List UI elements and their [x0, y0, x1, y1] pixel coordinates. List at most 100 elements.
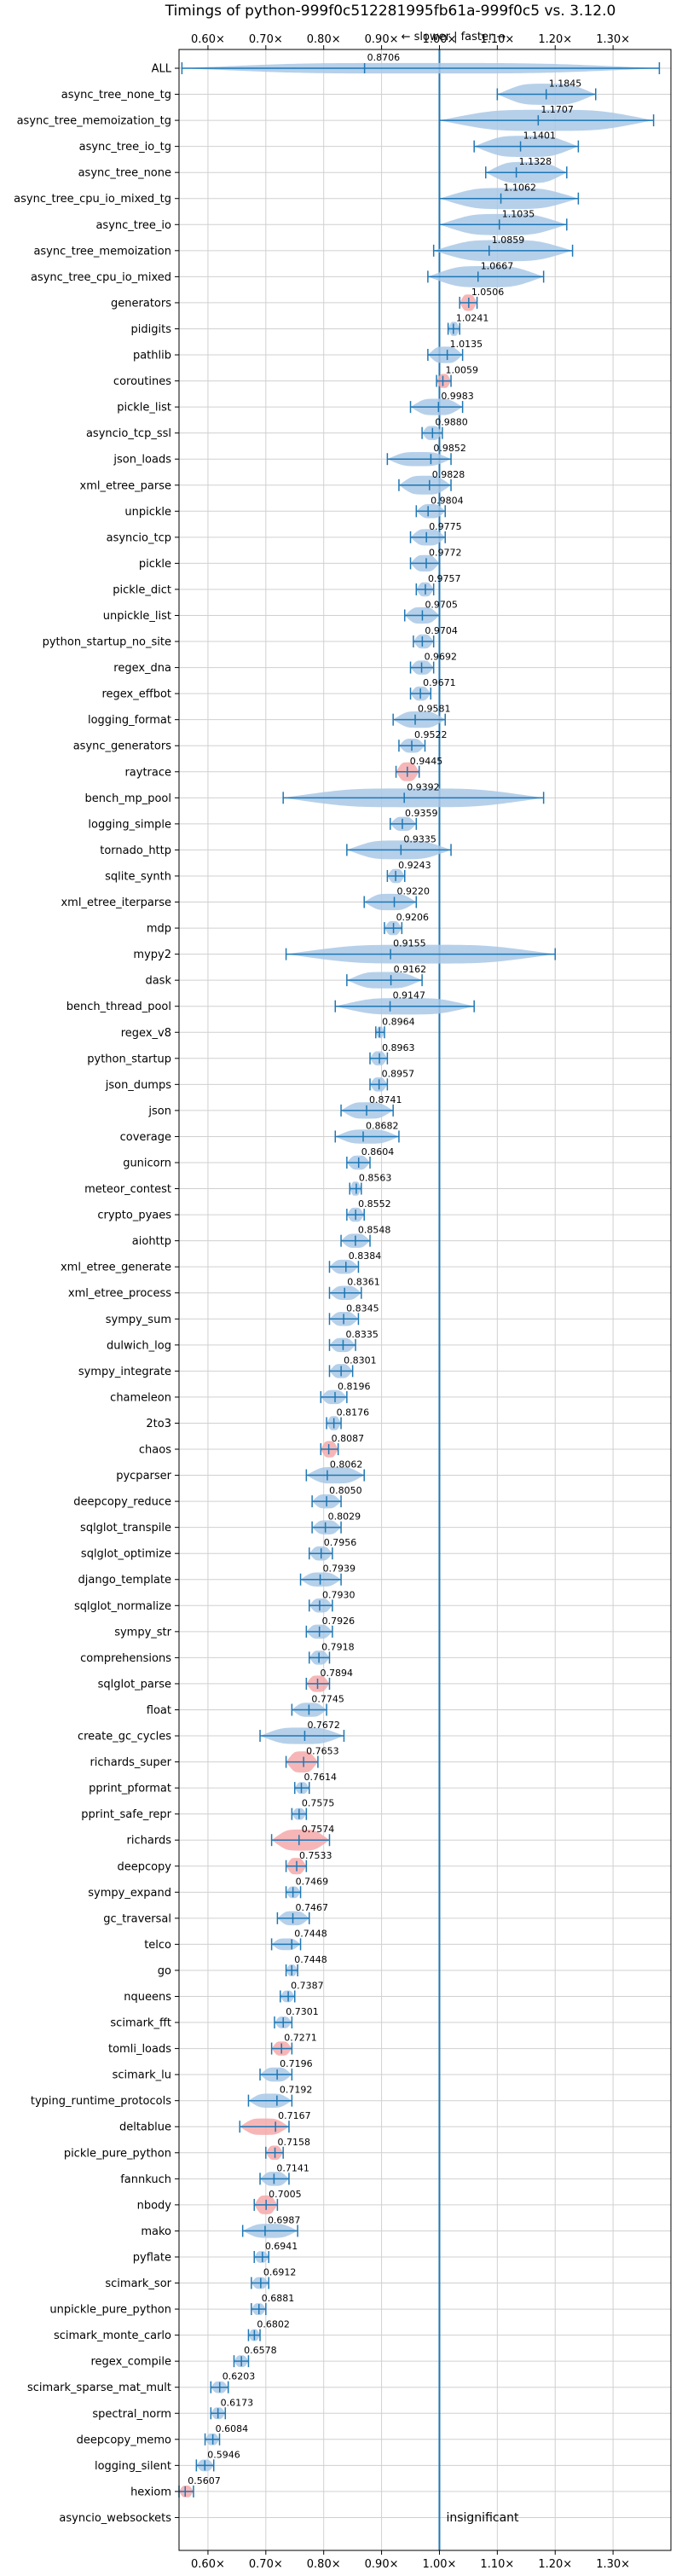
benchmark-row: async_tree_io_tg 1.1401	[79, 131, 580, 158]
value-label: 0.7956	[324, 1537, 357, 1548]
row-label: regex_dna	[113, 662, 171, 675]
value-label: 0.7448	[294, 1928, 327, 1939]
row-label: generators	[111, 297, 171, 310]
value-label: 1.1845	[549, 78, 582, 90]
x-tick-label-top: 0.90×	[365, 33, 399, 46]
benchmark-row: raytrace 0.9445	[124, 756, 442, 781]
value-label: 0.9757	[428, 573, 461, 584]
benchmark-row: asyncio_tcp 0.9775	[107, 521, 462, 546]
x-tick-label-bottom: 1.00×	[423, 2558, 457, 2571]
value-label: 0.8301	[344, 1355, 377, 1366]
benchmark-row: json_dumps 0.8957	[105, 1068, 414, 1092]
benchmark-row: regex_v8 0.8964	[121, 1016, 415, 1040]
benchmark-row: mypy2 0.9155	[133, 938, 556, 964]
direction-label: ← slower | faster →	[402, 31, 506, 44]
value-label: 0.9705	[425, 599, 458, 610]
row-label: go	[158, 1964, 171, 1977]
value-label: 0.7575	[302, 1798, 335, 1809]
value-label: 0.9162	[394, 964, 427, 975]
benchmark-row: go 0.7448	[158, 1954, 327, 1978]
row-label: comprehensions	[80, 1652, 171, 1665]
value-label: 0.5607	[188, 2475, 221, 2486]
row-label: create_gc_cycles	[78, 1731, 171, 1743]
value-label: 0.8361	[347, 1277, 380, 1288]
benchmark-row: deltablue 0.7167	[119, 2110, 311, 2135]
value-label: 0.8604	[361, 1146, 395, 1157]
row-label: pyflate	[133, 2251, 171, 2264]
benchmark-row: scimark_fft 0.7301	[110, 2006, 318, 2030]
x-tick-label-top: 1.30×	[596, 33, 630, 46]
value-label: 0.7387	[291, 1981, 324, 1992]
benchmark-row: aiohttp 0.8548	[132, 1225, 391, 1249]
row-label: deepcopy	[117, 1860, 171, 1873]
row-label: python_startup	[87, 1053, 171, 1065]
row-label: mdp	[147, 923, 171, 936]
value-label: 0.6881	[262, 2293, 295, 2304]
value-label: 0.7158	[278, 2137, 311, 2148]
insignificant-label: insignificant	[446, 2511, 519, 2525]
value-label: 0.8548	[358, 1225, 391, 1236]
row-label: gc_traversal	[103, 1912, 171, 1925]
value-label: 0.8563	[359, 1173, 392, 1184]
value-label: 0.9359	[405, 808, 438, 819]
benchmark-row: 2to3 0.8176	[146, 1407, 369, 1430]
benchmark-row: meteor_contest 0.8563	[84, 1173, 391, 1197]
value-label: 0.9775	[429, 521, 461, 532]
value-label: 0.8963	[382, 1042, 415, 1053]
row-label: unpickle	[124, 506, 171, 519]
benchmark-row: logging_simple 0.9359	[88, 808, 437, 832]
value-label: 0.9243	[398, 860, 431, 871]
benchmark-row: pyflate 0.6941	[133, 2241, 298, 2265]
benchmark-row: async_tree_io 1.1035	[95, 208, 568, 235]
benchmark-row: richards_super 0.7653	[90, 1746, 339, 1772]
benchmark-row: pathlib 1.0135	[133, 339, 483, 363]
row-label: sqlglot_optimize	[81, 1548, 171, 1561]
value-label: 0.9704	[425, 625, 458, 636]
value-label: 0.9392	[407, 781, 440, 792]
value-label: 1.0059	[445, 365, 478, 376]
row-label: scimark_monte_carlo	[54, 2329, 171, 2342]
value-label: 1.0241	[456, 312, 489, 323]
row-label: fannkuch	[120, 2173, 171, 2186]
value-label: 0.8682	[366, 1120, 399, 1131]
x-tick-label-top: 1.10×	[480, 33, 514, 46]
value-label: 0.9147	[393, 990, 426, 1001]
row-label: raytrace	[124, 766, 171, 779]
benchmark-row: python_startup 0.8963	[87, 1042, 414, 1066]
value-label: 0.7469	[296, 1876, 329, 1887]
benchmark-row: xml_etree_generate 0.8384	[61, 1250, 381, 1274]
value-label: 0.6578	[244, 2345, 277, 2356]
row-label: unpickle_list	[103, 610, 171, 623]
value-label: 0.9804	[431, 495, 464, 506]
row-label: pickle_list	[117, 402, 171, 415]
benchmark-row: xml_etree_parse 0.9828	[80, 469, 465, 495]
benchmark-row: create_gc_cycles 0.7672	[78, 1720, 345, 1744]
row-label: logging_simple	[88, 818, 171, 831]
benchmark-row: pprint_safe_repr 0.7575	[81, 1798, 334, 1822]
value-label: 0.7894	[321, 1668, 354, 1679]
row-label: deepcopy_memo	[77, 2434, 171, 2446]
row-label: scimark_fft	[110, 2017, 171, 2030]
benchmark-row: xml_etree_iterparse 0.9220	[61, 886, 430, 911]
value-label: 0.8957	[382, 1068, 415, 1079]
benchmark-row: scimark_monte_carlo 0.6802	[54, 2319, 290, 2343]
benchmark-row: pickle_list 0.9983	[117, 391, 474, 415]
value-label: 0.7918	[321, 1641, 355, 1652]
value-label: 0.8706	[367, 52, 401, 63]
x-tick-label-top: 0.80×	[307, 33, 341, 46]
benchmark-row: pickle_dict 0.9757	[113, 573, 460, 597]
benchmark-row: django_template 0.7939	[78, 1564, 356, 1587]
row-label: regex_v8	[121, 1027, 171, 1040]
benchmark-row: dask 0.9162	[145, 964, 426, 989]
value-label: 0.7448	[294, 1954, 327, 1965]
value-label: 0.8345	[346, 1303, 379, 1314]
benchmark-row: logging_format 0.9581	[88, 704, 451, 728]
benchmark-row: sqlglot_transpile 0.8029	[80, 1511, 361, 1535]
row-label: async_generators	[73, 740, 172, 753]
row-label: bench_mp_pool	[84, 792, 171, 805]
row-label: chameleon	[110, 1391, 171, 1404]
benchmark-row: telco 0.7448	[144, 1928, 327, 1952]
benchmark-row: xml_etree_process 0.8361	[68, 1277, 380, 1301]
row-label: dulwich_log	[107, 1339, 171, 1352]
value-label: 1.0667	[481, 260, 514, 271]
